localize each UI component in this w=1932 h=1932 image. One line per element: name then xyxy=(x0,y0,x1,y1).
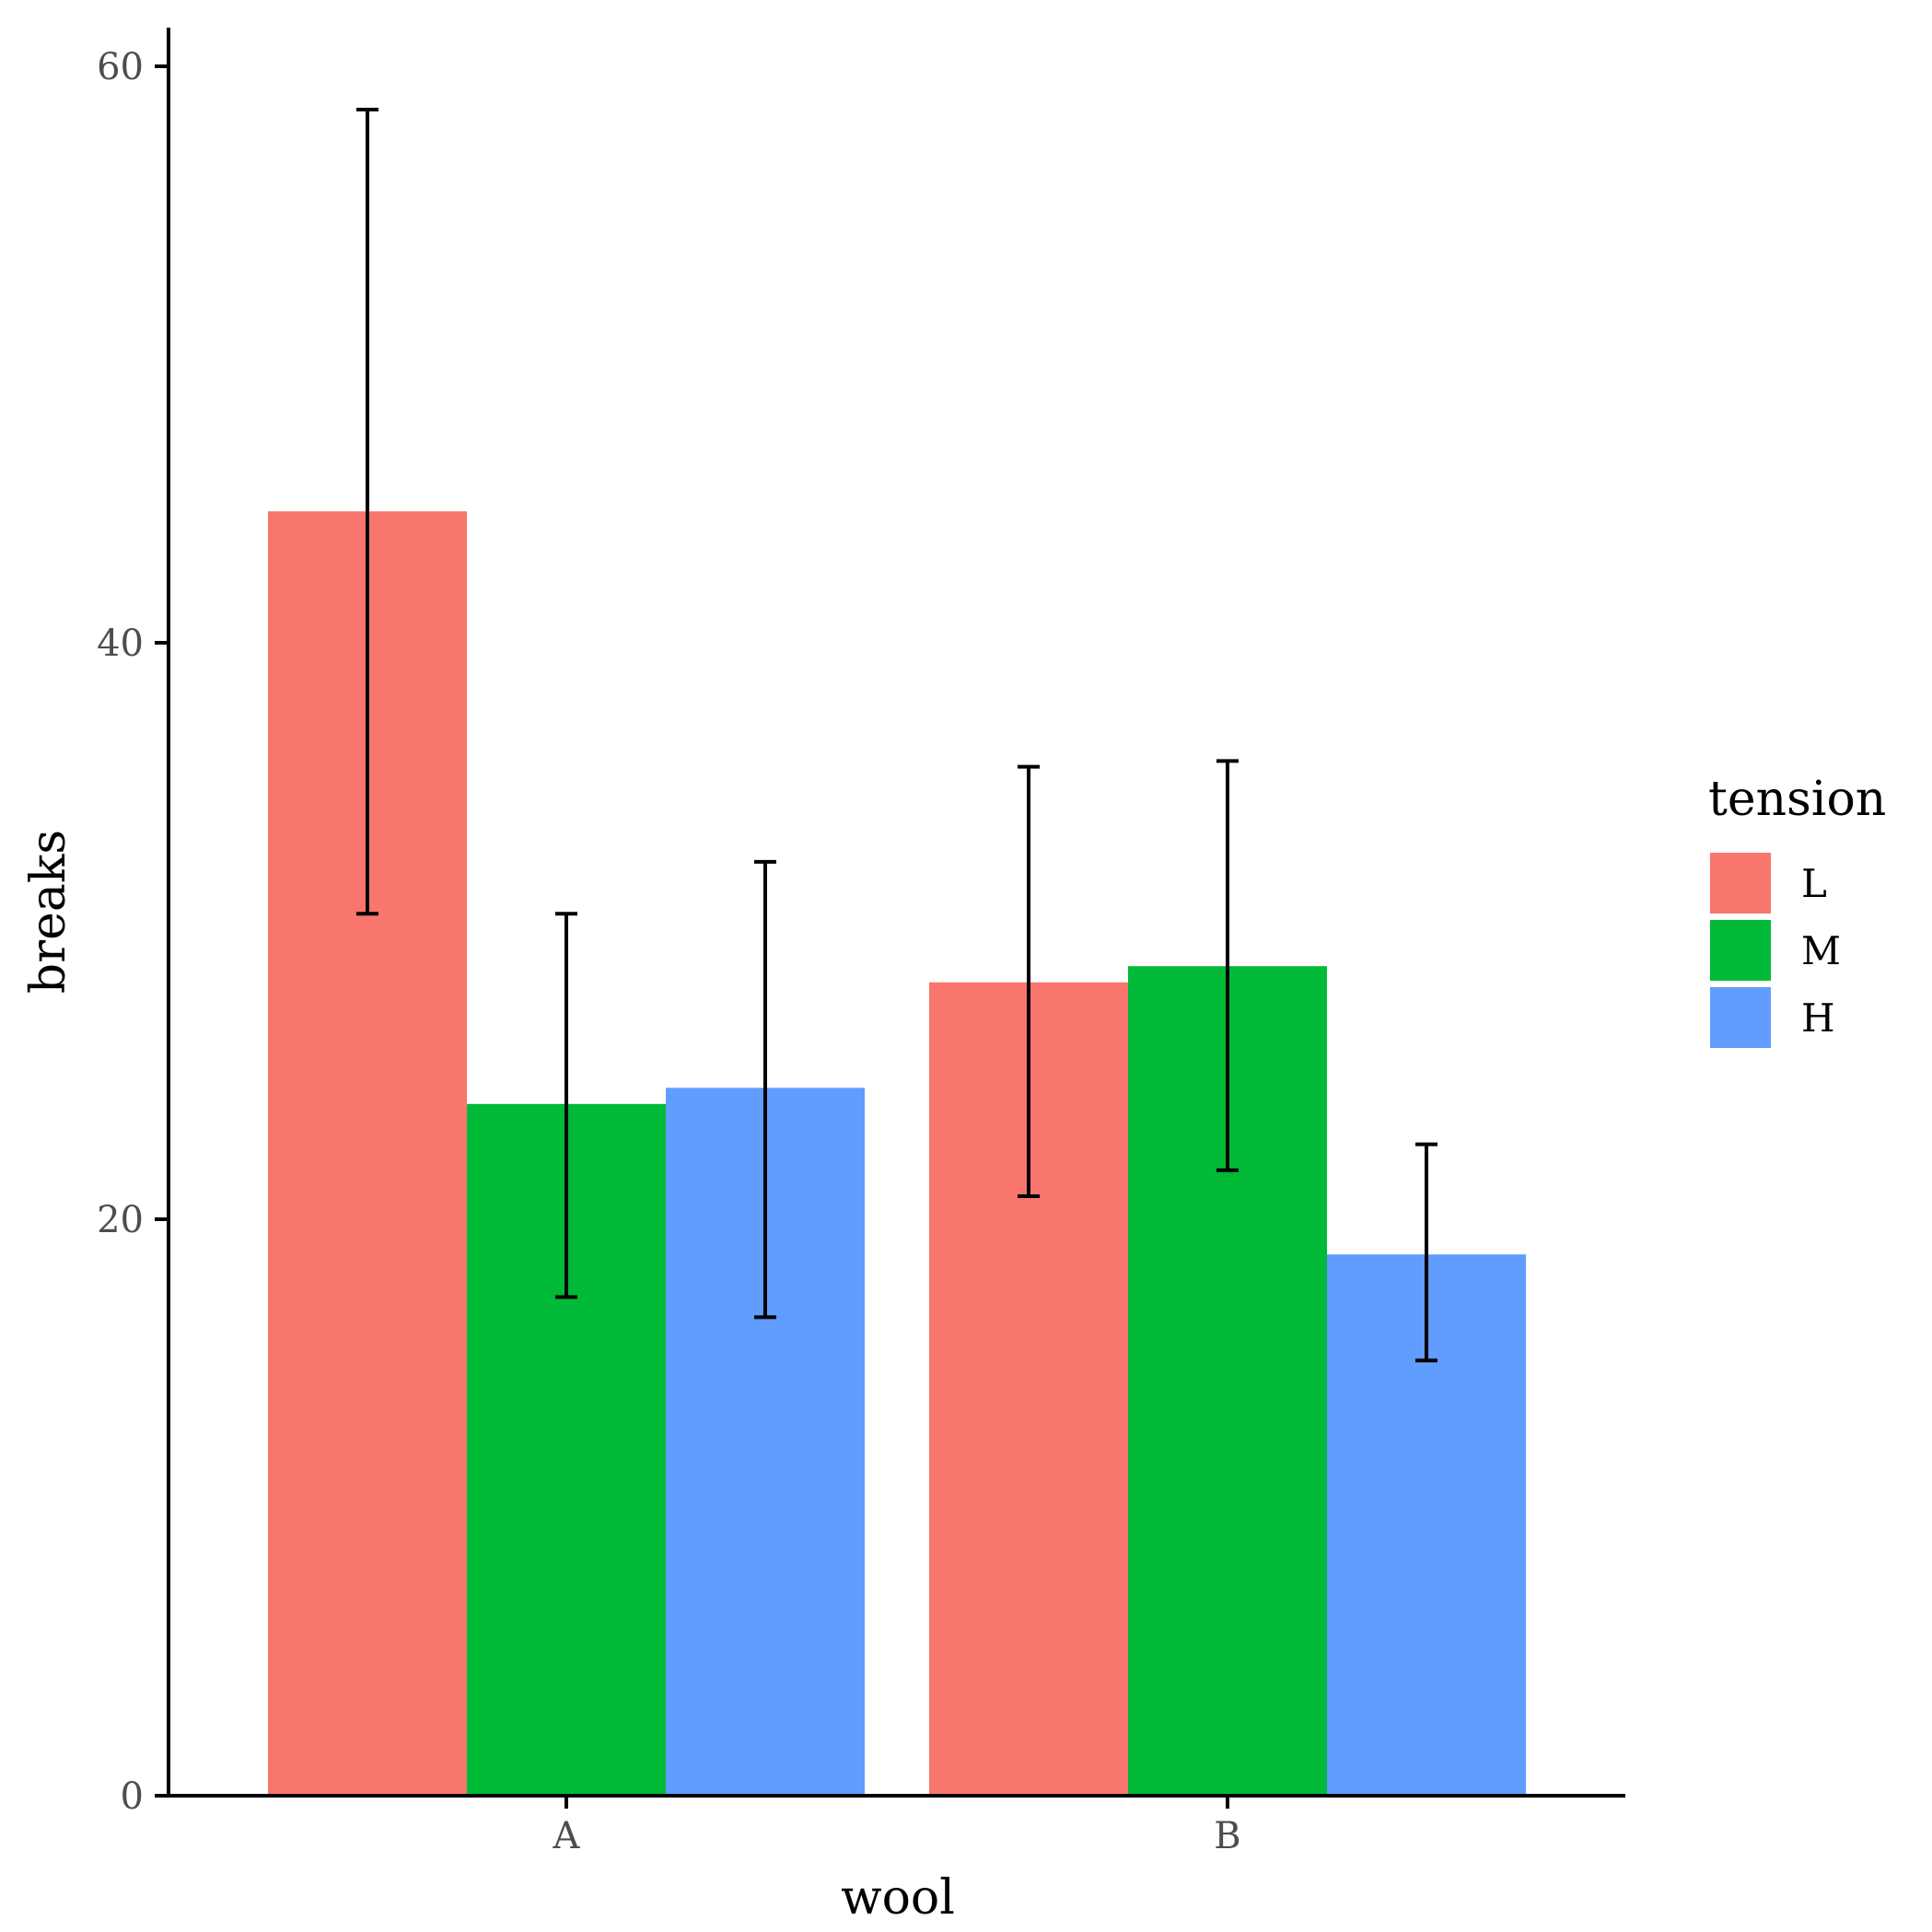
y-tick-label-60: 60 xyxy=(97,46,144,88)
error-bar-A-M xyxy=(555,912,577,1299)
error-bar-A-H xyxy=(754,859,776,1320)
x-tick-label-B: B xyxy=(1214,1815,1240,1857)
error-bars-layer xyxy=(356,107,1437,1363)
legend-key-M xyxy=(1710,920,1771,981)
legend-key-H xyxy=(1710,987,1771,1048)
legend-item-L: L xyxy=(1710,853,1827,914)
bars-layer xyxy=(268,511,1526,1796)
x-tick-label-A: A xyxy=(553,1815,581,1857)
legend-item-M: M xyxy=(1710,920,1841,981)
error-bar-B-H xyxy=(1415,1142,1437,1363)
x-axis-title: wool xyxy=(841,1870,955,1926)
error-bar-A-L xyxy=(356,107,378,916)
y-tick-label-20: 20 xyxy=(97,1199,144,1241)
legend-label-L: L xyxy=(1801,861,1827,906)
y-tick-label-40: 40 xyxy=(97,623,144,665)
legend: tension LMH xyxy=(1708,772,1886,1048)
legend-label-M: M xyxy=(1801,928,1841,973)
legend-item-H: H xyxy=(1710,987,1835,1048)
axes-layer xyxy=(167,28,1625,1798)
legend-title: tension xyxy=(1708,772,1886,827)
legend-key-L xyxy=(1710,853,1771,914)
y-axis-title: breaks xyxy=(21,830,76,994)
error-bar-B-L xyxy=(1018,764,1040,1198)
error-bar-B-M xyxy=(1216,759,1239,1172)
legend-label-H: H xyxy=(1801,995,1835,1041)
legend-items: LMH xyxy=(1710,853,1841,1048)
y-tick-label-0: 0 xyxy=(121,1775,144,1818)
y-ticks-layer: 0 20 40 60 xyxy=(97,46,169,1818)
